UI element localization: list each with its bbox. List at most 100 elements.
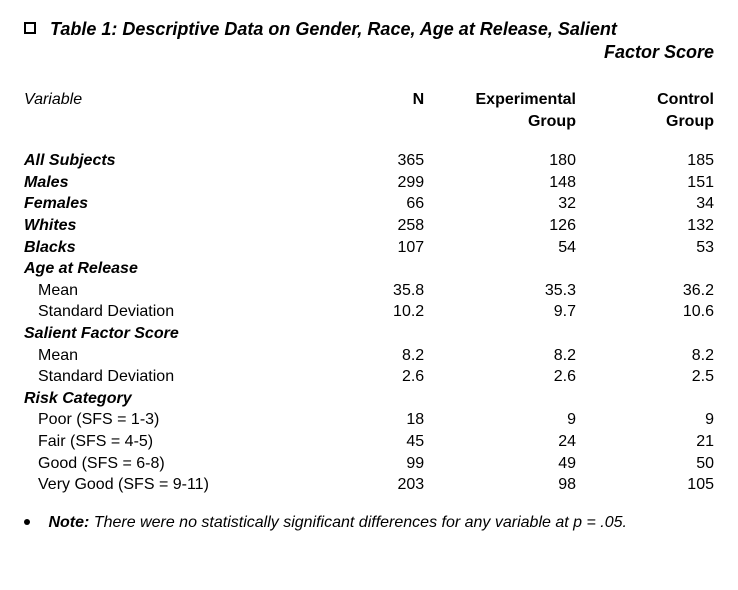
cell-n (328, 323, 425, 345)
cell-experimental: 9.7 (424, 301, 576, 323)
cell-experimental: 148 (424, 172, 576, 194)
header-ctrl-line1: Control (657, 91, 714, 108)
cell-variable: Very Good (SFS = 9-11) (24, 474, 328, 496)
table-row: Standard Deviation 10.29.710.6 (24, 301, 714, 323)
row-label: Fair (SFS = 4-5) (24, 431, 153, 453)
table-row: Fair (SFS = 4-5) 452421 (24, 431, 714, 453)
cell-variable: Poor (SFS = 1-3) (24, 409, 328, 431)
table-header: Variable N Experimental Group Control Gr… (24, 89, 714, 150)
row-label: Females (24, 195, 88, 212)
table-row: Females 663234 (24, 193, 714, 215)
table-row: Mean8.28.28.2 (24, 345, 714, 367)
row-label: Very Good (SFS = 9-11) (24, 474, 209, 496)
cell-control (576, 388, 714, 410)
cell-experimental: 54 (424, 237, 576, 259)
cell-experimental: 49 (424, 453, 576, 475)
table-title: Table 1: Descriptive Data on Gender, Rac… (50, 18, 714, 63)
table-body: All Subjects365180185Males299148151Femal… (24, 150, 714, 496)
cell-control: 2.5 (576, 366, 714, 388)
row-label: Risk Category (24, 390, 132, 407)
row-label: Good (SFS = 6-8) (24, 453, 165, 475)
table-row: Whites258126132 (24, 215, 714, 237)
cell-experimental: 9 (424, 409, 576, 431)
cell-n: 107 (328, 237, 425, 259)
row-label: Age at Release (24, 260, 138, 277)
cell-control: 185 (576, 150, 714, 172)
header-exp-line2: Group (528, 113, 576, 130)
table-row: All Subjects 365180185 (24, 150, 714, 172)
cell-control: 53 (576, 237, 714, 259)
header-spacer (24, 132, 714, 150)
cell-variable: Males (24, 172, 328, 194)
cell-variable: Mean (24, 280, 328, 302)
row-label: Blacks (24, 239, 76, 256)
cell-control (576, 258, 714, 280)
cell-variable: Salient Factor Score (24, 323, 328, 345)
cell-variable: All Subjects (24, 150, 328, 172)
header-exp-line1: Experimental (476, 91, 576, 108)
header-variable: Variable (24, 89, 328, 132)
cell-experimental (424, 258, 576, 280)
cell-n: 203 (328, 474, 425, 496)
cell-control: 10.6 (576, 301, 714, 323)
cell-control (576, 323, 714, 345)
table-row: Risk Category (24, 388, 714, 410)
table-row: Blacks 1075453 (24, 237, 714, 259)
cell-experimental: 126 (424, 215, 576, 237)
cell-variable: Females (24, 193, 328, 215)
table-footnote: Note: There were no statistically signif… (24, 514, 714, 532)
cell-control: 132 (576, 215, 714, 237)
header-n: N (328, 89, 425, 132)
cell-variable: Mean (24, 345, 328, 367)
cell-control: 9 (576, 409, 714, 431)
cell-experimental (424, 323, 576, 345)
table-row: Good (SFS = 6-8) 994950 (24, 453, 714, 475)
cell-variable: Fair (SFS = 4-5) (24, 431, 328, 453)
header-row: Variable N Experimental Group Control Gr… (24, 89, 714, 132)
cell-n: 2.6 (328, 366, 425, 388)
cell-variable: Good (SFS = 6-8) (24, 453, 328, 475)
cell-experimental: 24 (424, 431, 576, 453)
cell-variable: Blacks (24, 237, 328, 259)
row-label: Males (24, 174, 68, 191)
row-label: Salient Factor Score (24, 325, 179, 342)
cell-n: 18 (328, 409, 425, 431)
cell-n: 66 (328, 193, 425, 215)
cell-experimental: 32 (424, 193, 576, 215)
header-ctrl-line2: Group (666, 113, 714, 130)
bullet-icon (24, 519, 30, 525)
row-label: Standard Deviation (24, 301, 174, 323)
table-row: Standard Deviation2.62.62.5 (24, 366, 714, 388)
cell-experimental: 98 (424, 474, 576, 496)
row-label: Standard Deviation (24, 366, 174, 388)
cell-experimental: 35.3 (424, 280, 576, 302)
title-line-2: Factor Score (50, 41, 714, 64)
cell-n: 99 (328, 453, 425, 475)
table-row: Salient Factor Score (24, 323, 714, 345)
table-row: Age at Release (24, 258, 714, 280)
row-label: Poor (SFS = 1-3) (24, 409, 159, 431)
cell-control: 34 (576, 193, 714, 215)
footnote-label: Note: (48, 514, 89, 531)
cell-control: 21 (576, 431, 714, 453)
cell-n: 365 (328, 150, 425, 172)
table-row: Very Good (SFS = 9-11)20398105 (24, 474, 714, 496)
cell-n: 45 (328, 431, 425, 453)
cell-experimental: 180 (424, 150, 576, 172)
header-control: Control Group (576, 89, 714, 132)
cell-n: 299 (328, 172, 425, 194)
table-row: Mean35.835.336.2 (24, 280, 714, 302)
row-label: All Subjects (24, 152, 116, 169)
cell-experimental: 2.6 (424, 366, 576, 388)
cell-n (328, 258, 425, 280)
cell-control: 8.2 (576, 345, 714, 367)
cell-n: 35.8 (328, 280, 425, 302)
cell-variable: Whites (24, 215, 328, 237)
data-table: Variable N Experimental Group Control Gr… (24, 89, 714, 496)
header-experimental: Experimental Group (424, 89, 576, 132)
cell-n: 8.2 (328, 345, 425, 367)
cell-control: 50 (576, 453, 714, 475)
cell-n: 10.2 (328, 301, 425, 323)
table-row: Males299148151 (24, 172, 714, 194)
row-label: Mean (24, 345, 78, 367)
